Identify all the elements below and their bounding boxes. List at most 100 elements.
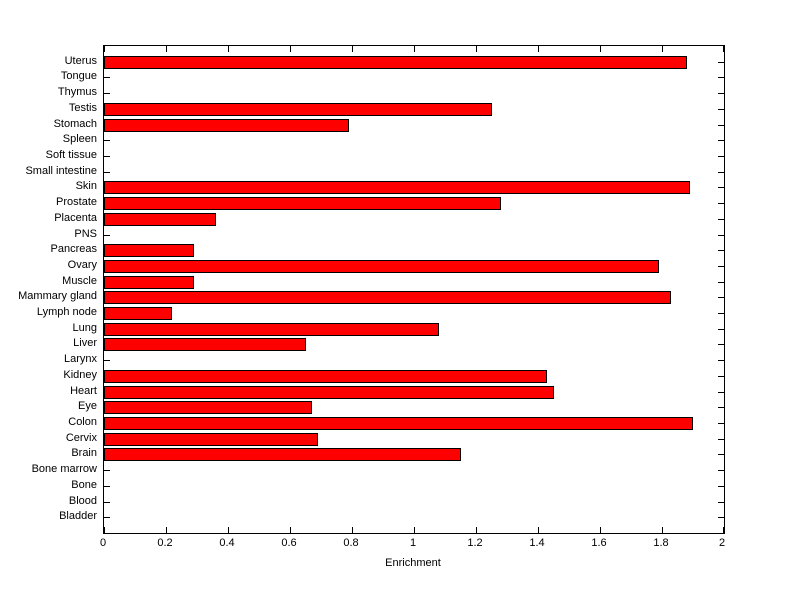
- x-tick-bottom: [538, 527, 539, 533]
- y-tick-right: [718, 486, 724, 487]
- x-tick-top: [290, 46, 291, 52]
- category-label: Small intestine: [25, 165, 97, 177]
- y-tick-right: [718, 439, 724, 440]
- category-label: Bone marrow: [31, 463, 97, 475]
- category-label: PNS: [74, 228, 97, 240]
- category-label: Liver: [73, 337, 97, 349]
- y-tick-right: [718, 297, 724, 298]
- y-tick-left: [104, 93, 110, 94]
- category-label: Prostate: [56, 196, 97, 208]
- bar: [104, 417, 693, 430]
- category-label: Placenta: [54, 212, 97, 224]
- x-tick-label: 0.4: [219, 537, 235, 549]
- category-label: Stomach: [53, 118, 97, 130]
- category-label: Mammary gland: [18, 290, 97, 302]
- category-label: Thymus: [57, 86, 97, 98]
- x-tick-label: 0.8: [343, 537, 359, 549]
- y-tick-left: [104, 486, 110, 487]
- y-tick-right: [718, 392, 724, 393]
- category-label: Tongue: [60, 70, 97, 82]
- x-tick-bottom: [662, 527, 663, 533]
- y-tick-right: [718, 219, 724, 220]
- bar: [104, 386, 554, 399]
- y-tick-right: [718, 517, 724, 518]
- category-label: Uterus: [64, 55, 97, 67]
- x-tick-label: 1.8: [653, 537, 669, 549]
- bar: [104, 291, 671, 304]
- category-label: Pancreas: [50, 243, 97, 255]
- category-label: Bone: [71, 479, 97, 491]
- y-tick-right: [718, 172, 724, 173]
- category-label: Soft tissue: [45, 149, 97, 161]
- category-label: Bladder: [59, 510, 97, 522]
- y-tick-right: [718, 470, 724, 471]
- bar: [104, 260, 659, 273]
- y-tick-right: [718, 250, 724, 251]
- category-label: Ovary: [67, 259, 97, 271]
- y-tick-right: [718, 77, 724, 78]
- y-tick-right: [718, 313, 724, 314]
- category-label: Spleen: [62, 133, 97, 145]
- x-tick-top: [228, 46, 229, 52]
- x-tick-bottom: [228, 527, 229, 533]
- x-tick-top: [723, 46, 724, 52]
- category-label: Colon: [68, 416, 97, 428]
- y-tick-left: [104, 235, 110, 236]
- x-tick-top: [104, 46, 105, 52]
- bar: [104, 401, 312, 414]
- y-tick-left: [104, 156, 110, 157]
- category-label: Testis: [68, 102, 97, 114]
- x-tick-label: 0: [99, 537, 107, 549]
- category-label: Skin: [75, 180, 97, 192]
- x-tick-bottom: [476, 527, 477, 533]
- x-tick-label: 1: [409, 537, 417, 549]
- bar: [104, 323, 439, 336]
- category-label: Lung: [72, 322, 97, 334]
- y-tick-right: [718, 109, 724, 110]
- bar: [104, 307, 172, 320]
- bar: [104, 56, 687, 69]
- x-tick-label: 0.6: [281, 537, 297, 549]
- y-tick-left: [104, 140, 110, 141]
- x-axis-title: Enrichment: [385, 557, 441, 569]
- x-tick-top: [476, 46, 477, 52]
- y-tick-right: [718, 407, 724, 408]
- y-tick-right: [718, 187, 724, 188]
- x-tick-top: [166, 46, 167, 52]
- category-label: Muscle: [62, 275, 97, 287]
- bar: [104, 370, 547, 383]
- category-label: Cervix: [65, 432, 97, 444]
- x-tick-bottom: [166, 527, 167, 533]
- y-tick-right: [718, 203, 724, 204]
- y-tick-right: [718, 156, 724, 157]
- y-tick-left: [104, 517, 110, 518]
- y-tick-right: [718, 125, 724, 126]
- y-tick-right: [718, 376, 724, 377]
- y-tick-left: [104, 360, 110, 361]
- bar: [104, 181, 690, 194]
- x-tick-label: 1.2: [467, 537, 483, 549]
- y-tick-right: [718, 502, 724, 503]
- x-tick-bottom: [290, 527, 291, 533]
- y-tick-right: [718, 329, 724, 330]
- x-tick-top: [662, 46, 663, 52]
- bar: [104, 338, 306, 351]
- y-tick-left: [104, 502, 110, 503]
- y-tick-right: [718, 62, 724, 63]
- x-tick-top: [352, 46, 353, 52]
- y-tick-left: [104, 172, 110, 173]
- y-tick-right: [718, 423, 724, 424]
- bar: [104, 197, 501, 210]
- y-tick-right: [718, 93, 724, 94]
- category-label: Eye: [78, 400, 97, 412]
- y-tick-right: [718, 235, 724, 236]
- x-tick-top: [414, 46, 415, 52]
- x-tick-bottom: [723, 527, 724, 533]
- x-tick-label: 1.4: [529, 537, 545, 549]
- y-tick-right: [718, 360, 724, 361]
- y-tick-right: [718, 266, 724, 267]
- y-tick-right: [718, 140, 724, 141]
- category-label: Blood: [68, 495, 97, 507]
- y-tick-right: [718, 454, 724, 455]
